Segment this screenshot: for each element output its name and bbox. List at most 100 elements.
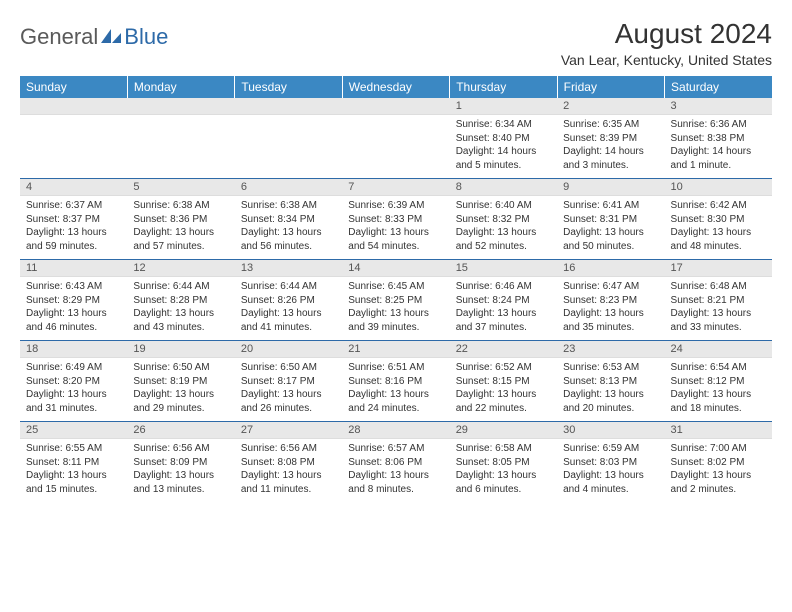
- day-details: Sunrise: 6:45 AMSunset: 8:25 PMDaylight:…: [342, 277, 449, 340]
- day-cell: 12Sunrise: 6:44 AMSunset: 8:28 PMDayligh…: [127, 260, 234, 341]
- day-number: 30: [557, 422, 664, 439]
- day-details: Sunrise: 6:57 AMSunset: 8:06 PMDaylight:…: [342, 439, 449, 502]
- day-number: 21: [342, 341, 449, 358]
- header-row: General Blue August 2024 Van Lear, Kentu…: [20, 18, 772, 68]
- day-details: Sunrise: 6:46 AMSunset: 8:24 PMDaylight:…: [450, 277, 557, 340]
- day-details: Sunrise: 6:36 AMSunset: 8:38 PMDaylight:…: [665, 115, 772, 178]
- day-cell: 14Sunrise: 6:45 AMSunset: 8:25 PMDayligh…: [342, 260, 449, 341]
- sunrise-line: Sunrise: 6:57 AM: [348, 442, 443, 456]
- sunset-line: Sunset: 8:08 PM: [241, 456, 336, 470]
- day-details: [235, 115, 342, 169]
- location-text: Van Lear, Kentucky, United States: [561, 52, 772, 68]
- day-details: Sunrise: 6:58 AMSunset: 8:05 PMDaylight:…: [450, 439, 557, 502]
- daylight-line: Daylight: 14 hours and 5 minutes.: [456, 145, 551, 172]
- day-details: Sunrise: 6:47 AMSunset: 8:23 PMDaylight:…: [557, 277, 664, 340]
- day-number: 2: [557, 98, 664, 115]
- day-number: 13: [235, 260, 342, 277]
- day-cell: 28Sunrise: 6:57 AMSunset: 8:06 PMDayligh…: [342, 422, 449, 503]
- day-details: Sunrise: 6:51 AMSunset: 8:16 PMDaylight:…: [342, 358, 449, 421]
- day-number: 20: [235, 341, 342, 358]
- sunset-line: Sunset: 8:33 PM: [348, 213, 443, 227]
- day-details: Sunrise: 6:52 AMSunset: 8:15 PMDaylight:…: [450, 358, 557, 421]
- daylight-line: Daylight: 13 hours and 39 minutes.: [348, 307, 443, 334]
- sunset-line: Sunset: 8:24 PM: [456, 294, 551, 308]
- daylight-line: Daylight: 13 hours and 13 minutes.: [133, 469, 228, 496]
- day-cell: 19Sunrise: 6:50 AMSunset: 8:19 PMDayligh…: [127, 341, 234, 422]
- daylight-line: Daylight: 13 hours and 54 minutes.: [348, 226, 443, 253]
- sunrise-line: Sunrise: 6:47 AM: [563, 280, 658, 294]
- day-cell: 1Sunrise: 6:34 AMSunset: 8:40 PMDaylight…: [450, 98, 557, 179]
- day-details: Sunrise: 6:42 AMSunset: 8:30 PMDaylight:…: [665, 196, 772, 259]
- sunrise-line: Sunrise: 6:49 AM: [26, 361, 121, 375]
- daylight-line: Daylight: 13 hours and 26 minutes.: [241, 388, 336, 415]
- sunrise-line: Sunrise: 6:45 AM: [348, 280, 443, 294]
- week-row: 1Sunrise: 6:34 AMSunset: 8:40 PMDaylight…: [20, 98, 772, 179]
- day-cell: 2Sunrise: 6:35 AMSunset: 8:39 PMDaylight…: [557, 98, 664, 179]
- daylight-line: Daylight: 13 hours and 43 minutes.: [133, 307, 228, 334]
- day-number: 17: [665, 260, 772, 277]
- sunset-line: Sunset: 8:26 PM: [241, 294, 336, 308]
- weeks-body: 1Sunrise: 6:34 AMSunset: 8:40 PMDaylight…: [20, 98, 772, 502]
- sunset-line: Sunset: 8:38 PM: [671, 132, 766, 146]
- week-row: 25Sunrise: 6:55 AMSunset: 8:11 PMDayligh…: [20, 422, 772, 503]
- daylight-line: Daylight: 13 hours and 41 minutes.: [241, 307, 336, 334]
- week-row: 18Sunrise: 6:49 AMSunset: 8:20 PMDayligh…: [20, 341, 772, 422]
- day-number: 1: [450, 98, 557, 115]
- sail-icon: [100, 28, 122, 44]
- day-number: 25: [20, 422, 127, 439]
- day-details: Sunrise: 6:34 AMSunset: 8:40 PMDaylight:…: [450, 115, 557, 178]
- sunrise-line: Sunrise: 6:58 AM: [456, 442, 551, 456]
- day-number: 26: [127, 422, 234, 439]
- sunset-line: Sunset: 8:12 PM: [671, 375, 766, 389]
- sunrise-line: Sunrise: 6:38 AM: [241, 199, 336, 213]
- day-number: 23: [557, 341, 664, 358]
- day-number: 10: [665, 179, 772, 196]
- day-cell: 29Sunrise: 6:58 AMSunset: 8:05 PMDayligh…: [450, 422, 557, 503]
- day-details: Sunrise: 6:40 AMSunset: 8:32 PMDaylight:…: [450, 196, 557, 259]
- daylight-line: Daylight: 13 hours and 37 minutes.: [456, 307, 551, 334]
- sunrise-line: Sunrise: 6:35 AM: [563, 118, 658, 132]
- day-number: 8: [450, 179, 557, 196]
- title-block: August 2024 Van Lear, Kentucky, United S…: [561, 18, 772, 68]
- weekday-header: Saturday: [665, 76, 772, 98]
- daylight-line: Daylight: 13 hours and 4 minutes.: [563, 469, 658, 496]
- month-title: August 2024: [561, 18, 772, 50]
- day-number: 7: [342, 179, 449, 196]
- sunset-line: Sunset: 8:13 PM: [563, 375, 658, 389]
- daylight-line: Daylight: 13 hours and 20 minutes.: [563, 388, 658, 415]
- weekday-header: Friday: [557, 76, 664, 98]
- day-cell: 30Sunrise: 6:59 AMSunset: 8:03 PMDayligh…: [557, 422, 664, 503]
- sunrise-line: Sunrise: 6:59 AM: [563, 442, 658, 456]
- sunrise-line: Sunrise: 6:51 AM: [348, 361, 443, 375]
- calendar-table: Sunday Monday Tuesday Wednesday Thursday…: [20, 76, 772, 502]
- day-number: [235, 98, 342, 115]
- day-cell: [127, 98, 234, 179]
- sunset-line: Sunset: 8:39 PM: [563, 132, 658, 146]
- day-cell: 5Sunrise: 6:38 AMSunset: 8:36 PMDaylight…: [127, 179, 234, 260]
- sunrise-line: Sunrise: 6:54 AM: [671, 361, 766, 375]
- sunset-line: Sunset: 8:31 PM: [563, 213, 658, 227]
- daylight-line: Daylight: 13 hours and 31 minutes.: [26, 388, 121, 415]
- day-details: Sunrise: 6:44 AMSunset: 8:28 PMDaylight:…: [127, 277, 234, 340]
- sunrise-line: Sunrise: 6:34 AM: [456, 118, 551, 132]
- sunset-line: Sunset: 8:02 PM: [671, 456, 766, 470]
- day-cell: 15Sunrise: 6:46 AMSunset: 8:24 PMDayligh…: [450, 260, 557, 341]
- day-details: Sunrise: 6:39 AMSunset: 8:33 PMDaylight:…: [342, 196, 449, 259]
- weekday-header: Wednesday: [342, 76, 449, 98]
- daylight-line: Daylight: 13 hours and 33 minutes.: [671, 307, 766, 334]
- sunset-line: Sunset: 8:19 PM: [133, 375, 228, 389]
- day-number: 12: [127, 260, 234, 277]
- sunset-line: Sunset: 8:36 PM: [133, 213, 228, 227]
- daylight-line: Daylight: 13 hours and 57 minutes.: [133, 226, 228, 253]
- sunset-line: Sunset: 8:09 PM: [133, 456, 228, 470]
- day-details: Sunrise: 6:50 AMSunset: 8:19 PMDaylight:…: [127, 358, 234, 421]
- day-number: 31: [665, 422, 772, 439]
- day-details: [342, 115, 449, 169]
- daylight-line: Daylight: 13 hours and 48 minutes.: [671, 226, 766, 253]
- day-cell: 23Sunrise: 6:53 AMSunset: 8:13 PMDayligh…: [557, 341, 664, 422]
- day-number: 4: [20, 179, 127, 196]
- week-row: 4Sunrise: 6:37 AMSunset: 8:37 PMDaylight…: [20, 179, 772, 260]
- sunrise-line: Sunrise: 6:46 AM: [456, 280, 551, 294]
- day-number: 22: [450, 341, 557, 358]
- sunrise-line: Sunrise: 6:48 AM: [671, 280, 766, 294]
